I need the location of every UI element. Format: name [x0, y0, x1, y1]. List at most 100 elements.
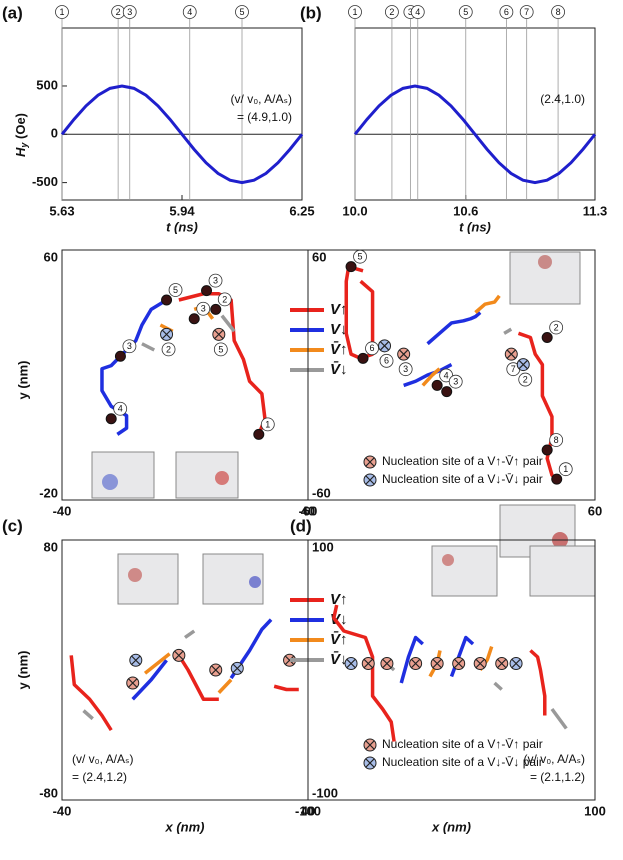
nucleation-cross: [518, 360, 528, 370]
nucleation-legend-label: Nucleation site of a V↓-V̄↓ pair: [382, 472, 543, 486]
nucleation-cross: [128, 678, 138, 688]
circled-label: 2: [523, 374, 528, 384]
sine-curve: [353, 84, 597, 185]
plot-frame: [307, 249, 596, 501]
legend-label: V̄↑: [330, 630, 348, 648]
y-tick-label: -60: [312, 485, 331, 500]
y-tick-label: 100: [312, 539, 334, 554]
nucleation-cross: [214, 329, 224, 339]
circled-label: 5: [239, 7, 244, 17]
nucleation-cross: [232, 663, 242, 673]
trajectory: [143, 652, 233, 694]
plot-frame: [307, 539, 596, 801]
circled-label: 7: [524, 7, 529, 17]
x-tick-label: 60: [588, 503, 602, 518]
label-circle: [55, 5, 69, 19]
trajectory: [403, 311, 482, 388]
y-tick-label: -500: [32, 174, 58, 189]
legend-cross: [365, 758, 375, 768]
trajectory: [141, 314, 236, 352]
label-circle: [519, 5, 534, 19]
nucleation-cross: [506, 349, 516, 359]
trajectory: [421, 294, 501, 387]
insets: [91, 251, 596, 605]
circled-label: 6: [370, 343, 375, 353]
circled-label: 3: [408, 7, 413, 17]
label-circle: [260, 417, 275, 432]
circled-label: 6: [384, 356, 389, 366]
event-point: [105, 413, 117, 425]
nucleation-cross: [454, 659, 464, 668]
event-point: [188, 313, 200, 325]
legend-label: V↓: [330, 321, 348, 338]
legend-label: V̄↓: [330, 360, 348, 378]
annotation: (v/ v₀, A/Aₛ): [524, 752, 585, 766]
circled-label: 3: [403, 364, 408, 374]
circled-label: 5: [218, 344, 223, 354]
label-circle: [385, 5, 399, 19]
circled-label: 7: [511, 364, 516, 374]
y-tick-label: -20: [39, 485, 58, 500]
nucleation-legend-label: Nucleation site of a V↓-V̄↓ pair: [382, 755, 543, 769]
x-tick-label: 6.25: [289, 203, 314, 218]
circled-label: 3: [127, 341, 132, 351]
nucleation-cross: [131, 655, 141, 665]
nucleation-cross: [432, 659, 442, 668]
nucleation-cross: [174, 650, 184, 660]
trajectory: [332, 604, 547, 742]
label-circle: [365, 341, 379, 356]
label-circle: [213, 342, 228, 357]
nucleation-cross: [497, 659, 507, 668]
label-circle: [235, 5, 249, 19]
y-tick-label: 80: [44, 539, 58, 554]
nucleation-cross: [382, 659, 392, 668]
circled-label: 2: [389, 7, 394, 17]
x-axis-label: t (ns): [459, 219, 491, 234]
y-label-main: H: [13, 147, 28, 157]
label-circle: [348, 5, 362, 19]
circled-label: 1: [59, 7, 64, 17]
label-circle: [122, 5, 137, 19]
circled-label: 3: [453, 377, 458, 387]
event-point: [431, 379, 443, 391]
label-circle: [182, 5, 197, 19]
trajectory: [100, 298, 168, 436]
nucleation-cross: [399, 349, 409, 359]
annotation: = (2.4,1.2): [72, 770, 127, 784]
circled-label: 5: [358, 252, 363, 262]
x-tick-label: -100: [295, 803, 321, 818]
label-circle: [549, 320, 564, 335]
panel-label: (b): [300, 3, 322, 22]
circled-label: 1: [352, 7, 357, 17]
trajectory: [344, 264, 561, 485]
y-tick-label: 0: [51, 126, 58, 141]
label-circle: [398, 362, 413, 377]
annotation: = (2.1,1.2): [530, 770, 585, 784]
legend-cross: [365, 457, 375, 467]
event-point: [551, 473, 563, 485]
y-axis-label: Hy (Oe): [13, 113, 29, 157]
label-circle: [518, 372, 533, 387]
circled-label: 4: [187, 7, 192, 17]
legend-cross: [365, 475, 375, 485]
circled-label: 4: [118, 404, 123, 414]
panel-label: (d): [290, 516, 312, 535]
nucleation-cross: [380, 341, 389, 351]
x-tick-label: 5.63: [49, 203, 74, 218]
trajectory: [82, 629, 196, 721]
event-point: [541, 332, 553, 343]
nucleation-cross: [475, 659, 485, 668]
event-point: [161, 294, 173, 306]
label-circle: [196, 301, 211, 316]
circled-label: 2: [166, 344, 171, 354]
panel-label: (c): [2, 516, 23, 535]
legend-label: V↑: [330, 591, 348, 608]
y-tick-label: 60: [312, 249, 326, 264]
nucleation-cross: [511, 659, 521, 668]
annotation: = (4.9,1.0): [237, 110, 292, 124]
annotation: (v/ v₀, A/Aₛ): [72, 752, 133, 766]
circled-label: 2: [554, 322, 559, 332]
x-tick-label: 40: [301, 803, 315, 818]
circled-label: 5: [463, 7, 468, 17]
panel-label: (a): [2, 3, 23, 22]
